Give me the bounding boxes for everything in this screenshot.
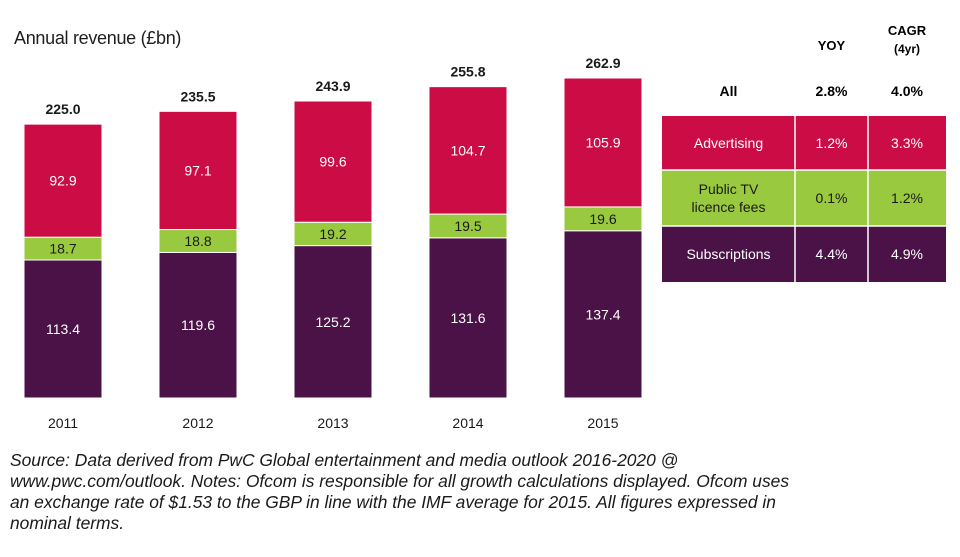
all-row-label: All: [720, 83, 738, 99]
growth-row-cagr: 4.9%: [891, 246, 923, 262]
bar-segment-subscriptions: [23, 259, 103, 399]
bar-value-label: 92.9: [49, 173, 76, 189]
growth-row-yoy: 1.2%: [816, 135, 848, 151]
growth-row-yoy: 0.1%: [816, 190, 848, 206]
yoy-header: YOY: [818, 38, 846, 53]
bar-segment-advertising: [428, 86, 508, 215]
footnote-line: nominal terms.: [10, 513, 125, 533]
bar-total-label: 262.9: [585, 55, 620, 71]
growth-row-advertising: [662, 116, 946, 170]
x-tick-label: 2013: [317, 415, 348, 431]
bar-value-label: 19.2: [319, 226, 346, 242]
bar-segment-subscriptions: [158, 251, 238, 399]
growth-row-public-tv-licence-fees: [662, 170, 946, 226]
growth-row-yoy: 4.4%: [816, 246, 848, 262]
source-footnote: Source: Data derived from PwC Global ent…: [10, 450, 950, 534]
bar-value-label: 137.4: [585, 306, 620, 322]
bar-value-label: 18.7: [49, 241, 76, 257]
bar-value-label: 105.9: [585, 134, 620, 150]
growth-row-label: Advertising: [694, 135, 763, 151]
bar-segment-advertising: [563, 77, 643, 208]
growth-row-label: Subscriptions: [686, 246, 770, 262]
bar-value-label: 125.2: [315, 314, 350, 330]
y-axis-label: Annual revenue (£bn): [14, 28, 182, 48]
bar-segment-subscriptions: [563, 230, 643, 399]
footnote-line: Source: Data derived from PwC Global ent…: [10, 450, 679, 470]
bar-value-label: 131.6: [450, 310, 485, 326]
bar-value-label: 99.6: [319, 154, 346, 170]
growth-row-label: Public TV: [699, 181, 759, 197]
bar-total-label: 255.8: [450, 64, 485, 80]
bar-segment-subscriptions: [428, 237, 508, 399]
bar-segment-advertising: [23, 123, 103, 238]
bar-segment-advertising: [293, 100, 373, 223]
x-tick-label: 2015: [587, 415, 618, 431]
bar-total-label: 235.5: [180, 88, 215, 104]
cagr-period-header: (4yr): [894, 42, 920, 56]
x-tick-label: 2011: [48, 415, 78, 431]
bar-total-label: 243.9: [315, 78, 350, 94]
growth-row-cagr: 3.3%: [891, 135, 923, 151]
bar-value-label: 19.5: [454, 218, 481, 234]
all-row-yoy: 2.8%: [816, 83, 848, 99]
growth-row-cagr: 1.2%: [891, 190, 923, 206]
x-tick-label: 2014: [452, 415, 483, 431]
bar-value-label: 19.6: [589, 211, 616, 227]
growth-row-label: licence fees: [692, 199, 766, 215]
x-tick-label: 2012: [182, 415, 213, 431]
footnote-line: an exchange rate of $1.53 to the GBP in …: [10, 492, 776, 512]
bar-total-label: 225.0: [45, 101, 80, 117]
bar-value-label: 97.1: [184, 162, 211, 178]
bar-value-label: 113.4: [46, 321, 80, 337]
revenue-stacked-bar-chart: 113.4 18.7 92.9 225.0 2011 119.6 18.8 97.1 235.5…: [23, 23, 946, 431]
bar-segment-advertising: [158, 110, 238, 231]
footnote-line: www.pwc.com/outlook. Notes: Ofcom is res…: [10, 471, 790, 491]
bar-value-label: 119.6: [181, 317, 215, 333]
bar-value-label: 104.7: [450, 142, 485, 158]
bar-value-label: 18.8: [184, 233, 211, 249]
all-row-cagr: 4.0%: [891, 83, 923, 99]
cagr-header: CAGR: [888, 23, 927, 38]
growth-row-subscriptions: [662, 226, 946, 282]
